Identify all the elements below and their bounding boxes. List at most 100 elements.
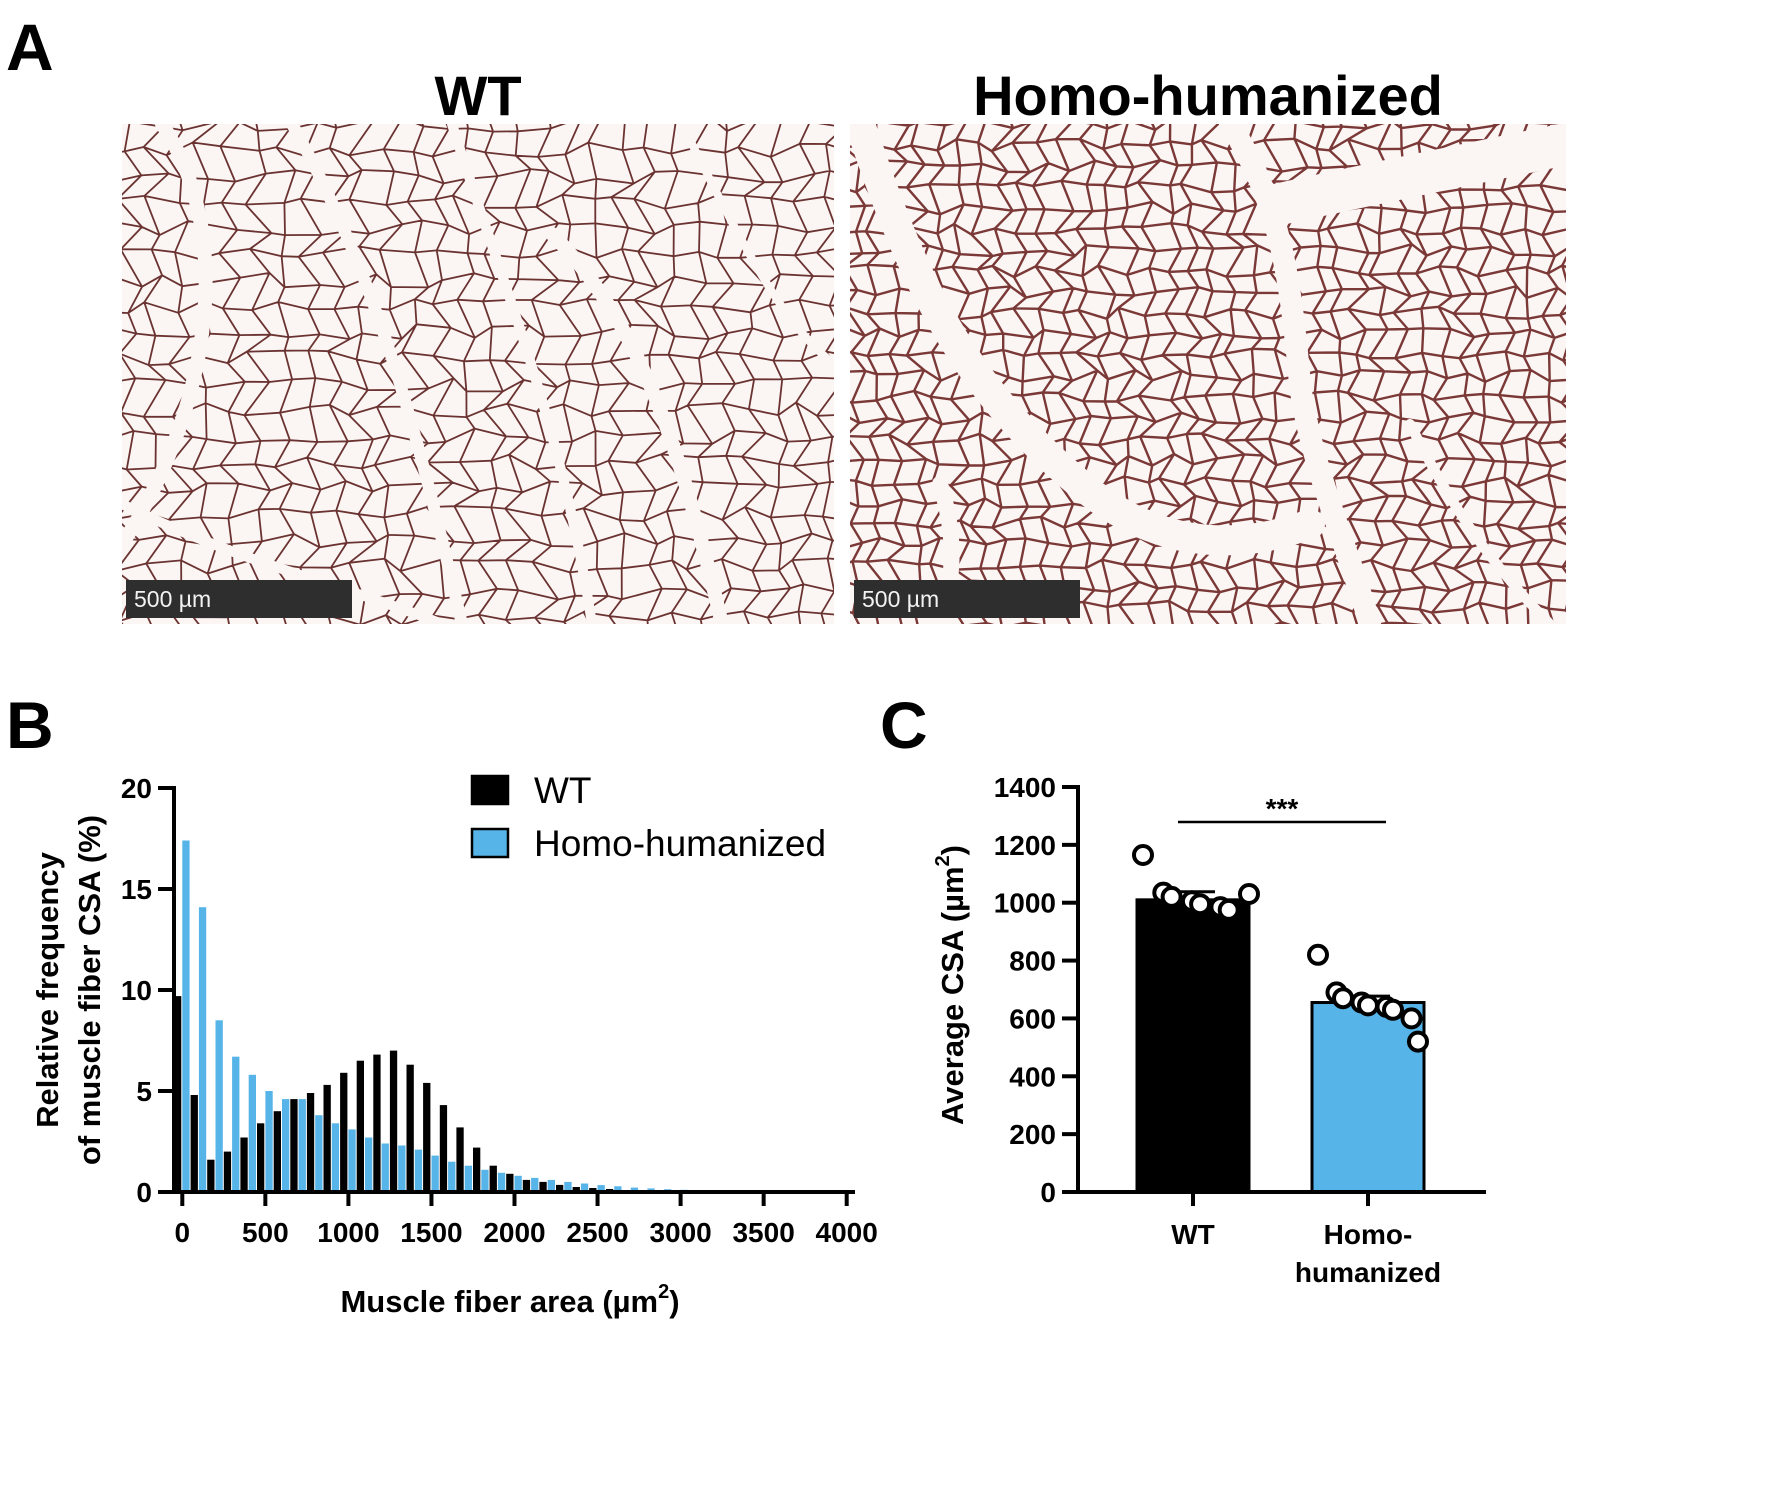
bar-homo <box>198 907 207 1192</box>
bar-wt <box>306 1093 315 1192</box>
bar-homo <box>464 1165 472 1192</box>
bar-homo <box>614 1186 622 1192</box>
bar-wt <box>456 1127 464 1192</box>
panel-label-c: C <box>880 688 928 762</box>
bar-wt <box>389 1050 398 1192</box>
bar-homo <box>331 1123 340 1192</box>
y-axis-label: Relative frequency of muscle fiber CSA (%… <box>30 815 107 1165</box>
y-tick-label: 20 <box>121 773 152 804</box>
bar-homo <box>182 840 190 1192</box>
bar-wt <box>522 1179 531 1192</box>
bar-wt <box>240 1137 248 1192</box>
x-tick-label: 500 <box>242 1217 289 1248</box>
y-tick-label: 1200 <box>994 830 1056 861</box>
connective-tissue-band <box>122 124 213 551</box>
legend-label-wt: WT <box>534 770 592 811</box>
data-point-homo <box>1357 994 1379 1017</box>
y-tick-label: 15 <box>121 874 152 905</box>
bar-homo <box>1310 1001 1426 1194</box>
connective-tissue-band <box>678 124 834 368</box>
y-tick-label: 1000 <box>994 888 1056 919</box>
y-tick-label: 1400 <box>994 772 1056 803</box>
bar-homo <box>481 1169 489 1192</box>
bar-homo <box>564 1181 572 1192</box>
x-category-label: WT <box>1171 1219 1215 1250</box>
x-tick-label: 2000 <box>483 1217 545 1248</box>
bar-wt <box>539 1181 547 1192</box>
bar-homo <box>381 1143 389 1192</box>
micrograph-wt-image <box>122 124 834 624</box>
bar-homo <box>497 1172 506 1192</box>
connective-tissue-band <box>286 124 468 624</box>
bar-homo <box>630 1187 639 1192</box>
y-tick-label: 400 <box>1009 1061 1056 1092</box>
bar-wt <box>1135 898 1251 1194</box>
micrograph-title-homo: Homo-humanized <box>973 64 1443 127</box>
micrograph-wt: 500 µm <box>122 124 834 624</box>
bar-homo <box>514 1175 522 1192</box>
x-tick-label: 3000 <box>649 1217 711 1248</box>
y-tick-label: 10 <box>121 975 152 1006</box>
bar-homo <box>580 1183 589 1192</box>
micrograph-title-wt: WT <box>434 64 522 127</box>
x-tick-label: 2500 <box>566 1217 628 1248</box>
bar-homo <box>248 1074 256 1192</box>
bar-wt <box>223 1151 232 1192</box>
bar-homo <box>315 1115 323 1192</box>
bar-homo <box>448 1161 456 1192</box>
y-tick-label: 800 <box>1009 946 1056 977</box>
legend-label-homo: Homo-humanized <box>534 823 826 864</box>
bar-homo <box>365 1137 373 1192</box>
y-tick-label: 200 <box>1009 1119 1056 1150</box>
x-tick-label: 1000 <box>317 1217 379 1248</box>
connective-tissue-band <box>850 124 1325 556</box>
bar-wt <box>323 1084 331 1192</box>
bar-wt <box>273 1111 281 1192</box>
scale-bar-homo: 500 µm <box>854 580 1080 618</box>
data-point-homo <box>1332 987 1354 1010</box>
legend-swatch-homo <box>470 827 510 859</box>
connective-tissue-band <box>1405 419 1555 624</box>
data-point-homo <box>1382 998 1404 1021</box>
y-tick-label: 600 <box>1009 1003 1056 1034</box>
bar-wt <box>356 1060 364 1192</box>
bar-wt <box>207 1159 215 1192</box>
bar-wt <box>290 1099 298 1192</box>
y-axis-label: Average CSA (µm2) <box>932 845 970 1125</box>
x-tick-label: 1500 <box>400 1217 462 1248</box>
bar-wt <box>340 1072 348 1192</box>
data-point-homo <box>1307 943 1329 966</box>
panel-label-b: B <box>6 688 54 762</box>
micrograph-homo-image <box>850 124 1566 624</box>
bar-homo <box>348 1129 356 1192</box>
bar-wt <box>406 1064 414 1192</box>
bar-homo <box>232 1056 240 1192</box>
bar-wt <box>556 1184 564 1192</box>
micrograph-homo: 500 µm <box>850 124 1566 624</box>
bar-homo <box>298 1099 306 1192</box>
bar-homo <box>414 1149 423 1192</box>
bar-wt <box>506 1173 514 1192</box>
histogram-chart: 0 5 10 15 20 0 500 1000 1500 2000 2500 3000 3500 4000… <box>30 770 878 1319</box>
data-point-wt <box>1189 893 1212 916</box>
bar-wt <box>257 1123 265 1192</box>
bar-homo <box>215 1020 223 1192</box>
connective-tissue-band <box>122 499 447 624</box>
bar-homo <box>547 1179 555 1192</box>
bar-homo <box>265 1091 273 1192</box>
bar-homo <box>431 1155 439 1192</box>
bar-wt <box>373 1054 381 1192</box>
x-tick-label: 3500 <box>732 1217 794 1248</box>
x-tick-label: 0 <box>175 1217 191 1248</box>
data-point-homo <box>1407 1030 1429 1053</box>
average-csa-chart: 0 200 400 600 800 1000 1200 1400 WT Homo-humanize… <box>932 772 1486 1288</box>
data-point-wt <box>1160 885 1183 908</box>
bar-wt <box>439 1105 448 1192</box>
data-point-wt <box>1217 898 1240 921</box>
significance-label: *** <box>1266 793 1299 824</box>
connective-tissue-band <box>447 124 597 624</box>
connective-tissue-band <box>545 227 729 624</box>
bar-wt <box>473 1147 481 1192</box>
bar-wt <box>489 1165 497 1192</box>
